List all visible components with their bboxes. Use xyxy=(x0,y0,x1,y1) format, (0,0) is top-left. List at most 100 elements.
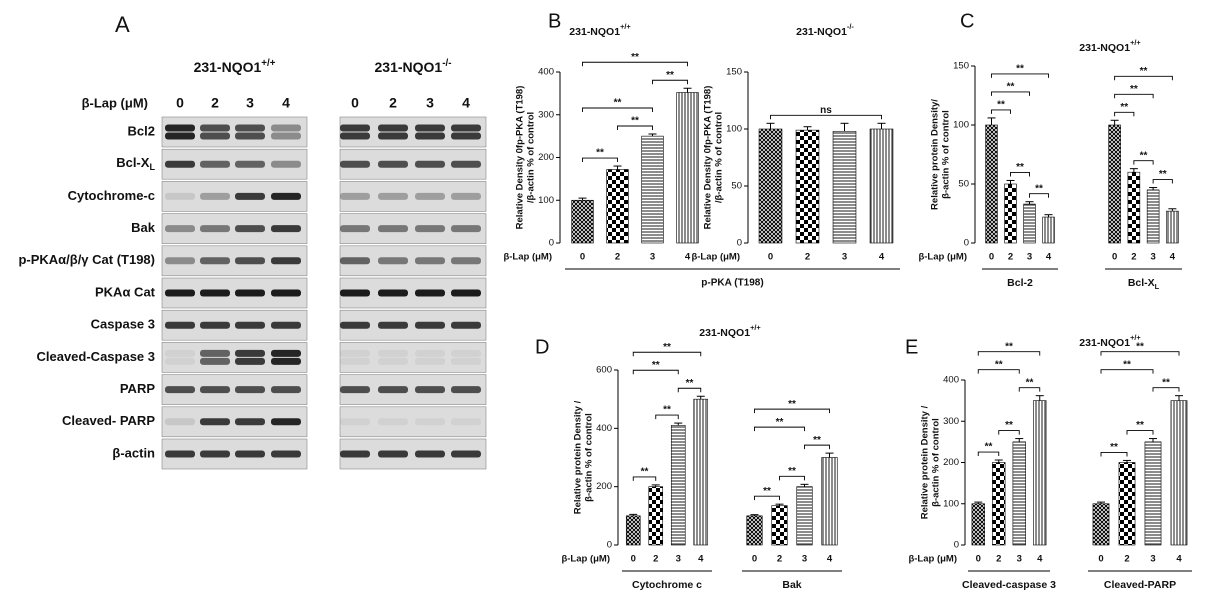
band xyxy=(451,225,481,233)
band xyxy=(271,225,301,233)
sig-bracket xyxy=(677,387,702,393)
x-tick-label: 0 xyxy=(768,252,773,263)
sig-label: ** xyxy=(1159,169,1167,180)
band xyxy=(415,132,445,140)
blot-strip xyxy=(339,116,487,148)
band xyxy=(271,349,301,357)
x-tick-label: 3 xyxy=(650,252,655,263)
chart-title-sup: +/+ xyxy=(750,323,761,332)
sig-bracket xyxy=(1100,451,1128,457)
band xyxy=(415,192,445,200)
band xyxy=(340,321,370,329)
x-tick-label: 2 xyxy=(805,252,810,263)
error-bar xyxy=(683,87,692,93)
band xyxy=(271,386,301,394)
sig-bracket xyxy=(655,414,679,420)
x-tick-label: 3 xyxy=(1150,252,1155,263)
band xyxy=(235,160,265,168)
y-tick-label: 100 xyxy=(726,124,742,135)
bar xyxy=(795,129,820,244)
band xyxy=(415,160,445,168)
panel-label: D xyxy=(535,336,549,358)
sig-bracket xyxy=(1100,351,1180,356)
sig-bracket xyxy=(754,408,830,414)
sig-label: ** xyxy=(666,70,674,81)
group-label-sub: L xyxy=(1155,282,1160,291)
sig-bracket xyxy=(582,157,618,163)
y-axis-label: Relative protein Density / xyxy=(920,405,931,519)
sig-label: ** xyxy=(1035,183,1043,194)
row-label: β-actin xyxy=(112,445,155,460)
chart-title-main: 231-NQO1 xyxy=(1079,337,1130,349)
y-tick-label: 400 xyxy=(943,375,959,386)
sig-label: ** xyxy=(776,417,784,428)
band xyxy=(451,418,481,426)
bar xyxy=(648,486,664,546)
cell-line-sup: +/+ xyxy=(261,58,275,69)
band xyxy=(165,132,195,140)
y-tick-label: 400 xyxy=(538,67,554,78)
band xyxy=(378,357,408,365)
error-bar xyxy=(994,459,1003,463)
band xyxy=(200,357,230,365)
band xyxy=(235,321,265,329)
row-label: Bcl-XL xyxy=(116,156,155,173)
bar xyxy=(1170,400,1188,546)
y-tick-label: 600 xyxy=(596,365,612,376)
band xyxy=(451,257,481,265)
band xyxy=(271,257,301,265)
x-tick-label: 4 xyxy=(879,252,885,263)
band xyxy=(378,257,408,265)
band xyxy=(378,132,408,140)
band xyxy=(271,192,301,200)
band xyxy=(415,450,445,458)
y-tick-label: 50 xyxy=(958,179,969,190)
band xyxy=(378,349,408,357)
y-tick-label: 0 xyxy=(964,238,969,249)
y-axis-label: Relative protein Density/ xyxy=(930,99,941,210)
x-tick-label: 0 xyxy=(989,252,994,263)
x-tick-label: 3 xyxy=(676,554,681,565)
bar xyxy=(1144,441,1162,546)
y-axis-label: β-actin % of control xyxy=(931,418,942,507)
x-tick-label: 4 xyxy=(685,252,691,263)
sig-label: ** xyxy=(596,148,604,159)
band xyxy=(165,192,195,200)
sig-label: ** xyxy=(995,359,1003,370)
x-axis-label: β-Lap (μM) xyxy=(503,252,552,263)
x-tick-label: 2 xyxy=(1008,252,1013,263)
dose: 0 xyxy=(351,95,359,111)
sig-label: ** xyxy=(1136,420,1144,431)
sig-label: ** xyxy=(813,435,821,446)
band xyxy=(200,132,230,140)
bar xyxy=(1118,462,1136,546)
chart-title-main: 231-NQO1 xyxy=(1079,42,1130,54)
y-axis-label: β-actin % of control xyxy=(941,110,952,199)
band xyxy=(200,349,230,357)
row-label-main: Bcl-X xyxy=(116,156,150,171)
chart-title-sup: +/+ xyxy=(1130,38,1141,47)
band xyxy=(235,349,265,357)
x-tick-label: 2 xyxy=(777,554,782,565)
bar xyxy=(1166,210,1179,244)
band xyxy=(378,321,408,329)
bar xyxy=(1146,189,1160,244)
error-bar xyxy=(1015,438,1024,442)
band xyxy=(378,386,408,394)
row-label: Bcl2 xyxy=(128,123,155,138)
sig-label: ** xyxy=(652,360,660,371)
band xyxy=(165,450,195,458)
band xyxy=(235,289,265,297)
error-bar xyxy=(750,514,759,516)
x-axis-label: β-Lap (μM) xyxy=(561,554,610,565)
y-tick-label: 100 xyxy=(943,498,959,509)
blot-strip xyxy=(339,342,487,373)
band xyxy=(340,450,370,458)
band xyxy=(340,132,370,140)
y-tick-label: 0 xyxy=(737,238,742,249)
band xyxy=(235,132,265,140)
x-tick-label: 2 xyxy=(1124,554,1129,565)
error-bar xyxy=(1006,179,1015,184)
band xyxy=(378,418,408,426)
